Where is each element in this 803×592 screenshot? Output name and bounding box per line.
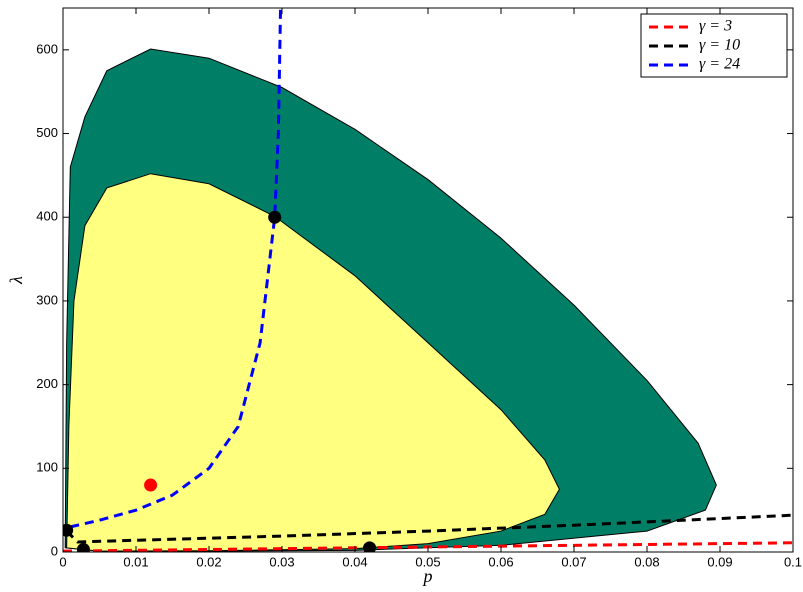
- point: [144, 478, 158, 492]
- x-tick-label: 0.02: [196, 554, 221, 569]
- y-axis-label: λ: [6, 276, 26, 285]
- x-axis-label: p: [422, 566, 433, 586]
- point: [63, 523, 74, 537]
- y-tick-label: 100: [36, 460, 58, 475]
- legend-label: γ = 24: [699, 56, 740, 73]
- x-tick-label: 0.05: [415, 554, 440, 569]
- y-tick-label: 0: [51, 543, 58, 558]
- point: [363, 541, 377, 552]
- y-tick-label: 400: [36, 209, 58, 224]
- x-tick-label: 0: [59, 554, 66, 569]
- legend-label: γ = 10: [699, 37, 740, 54]
- plot-area: [63, 8, 793, 552]
- y-tick-label: 200: [36, 376, 58, 391]
- x-tick-label: 0.04: [342, 554, 367, 569]
- x-tick-label: 0.07: [561, 554, 586, 569]
- x-tick-label: 0.08: [634, 554, 659, 569]
- line: [69, 8, 283, 529]
- point: [268, 210, 282, 224]
- y-tick-label: 600: [36, 41, 58, 56]
- line: [65, 513, 793, 544]
- legend-label: γ = 3: [699, 18, 732, 35]
- x-tick-label: 0.09: [707, 554, 732, 569]
- point: [76, 542, 90, 552]
- x-tick-label: 0.01: [123, 554, 148, 569]
- x-tick-label: 0.03: [269, 554, 294, 569]
- x-tick-label: 0.06: [488, 554, 513, 569]
- y-tick-label: 500: [36, 125, 58, 140]
- y-tick-label: 300: [36, 292, 58, 307]
- x-tick-label: 0.1: [784, 554, 802, 569]
